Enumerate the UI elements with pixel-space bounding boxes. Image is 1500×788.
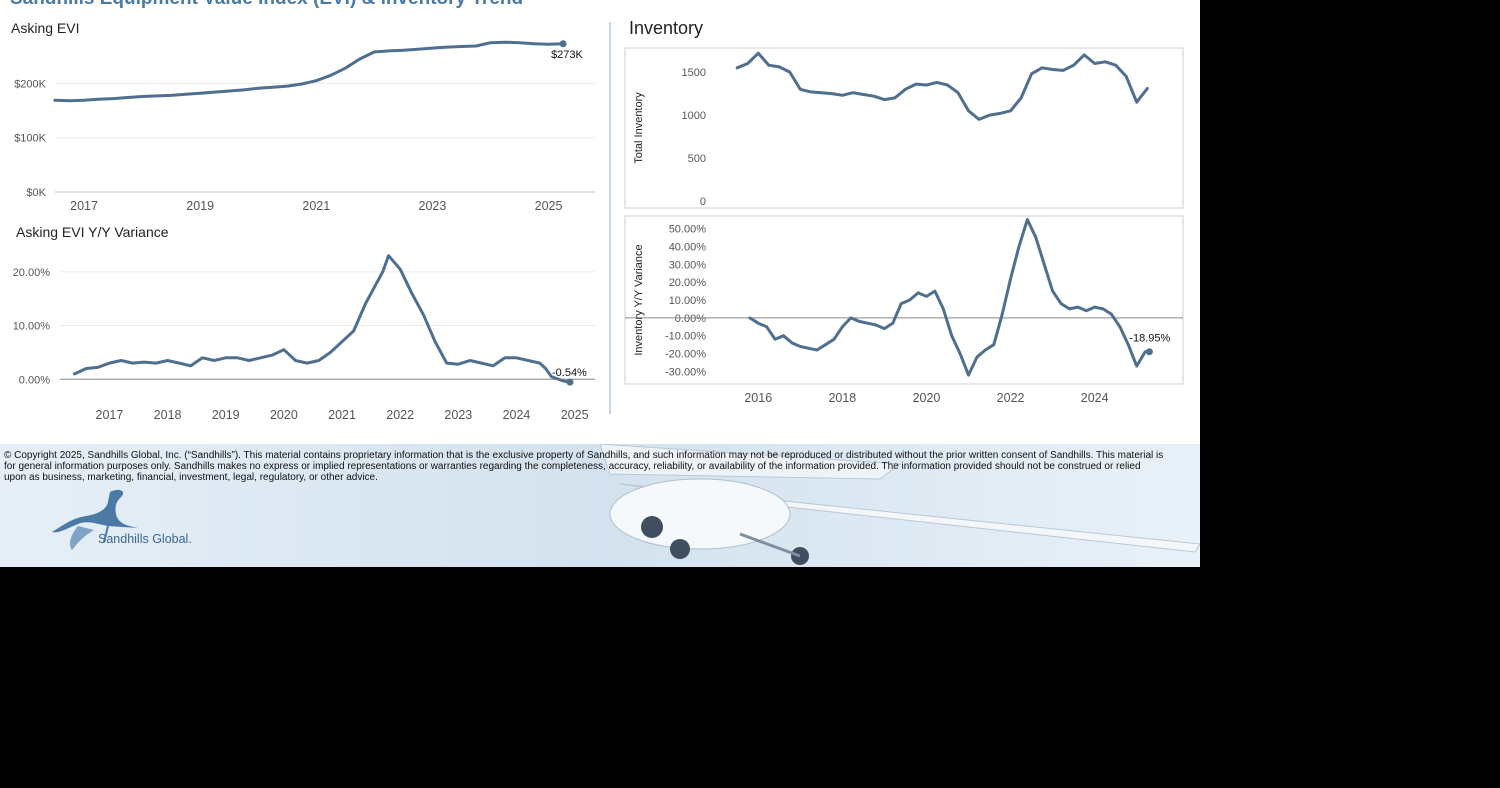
y-tick-label: 40.00% <box>669 241 707 253</box>
y-axis-title: Inventory Y/Y Variance <box>633 244 645 355</box>
end-value-label: -18.95% <box>1129 333 1170 345</box>
end-point-marker <box>566 378 574 386</box>
asking-evi-yy-title: Asking EVI Y/Y Variance <box>16 224 169 240</box>
end-value-label: $273K <box>551 49 583 61</box>
total-inventory-chart: 0 500 1000 1500 Total Inventory <box>624 47 1184 209</box>
y-tick-label: $0K <box>26 187 46 199</box>
plot-frame <box>624 215 1184 385</box>
inventory-title: Inventory <box>629 18 704 38</box>
y-tick-label: 20.00% <box>669 277 707 289</box>
x-tick-label: 2017 <box>96 408 124 422</box>
x-tick-label: 2024 <box>503 408 531 422</box>
y-tick-label: 1500 <box>682 67 706 79</box>
x-tick-label: 2018 <box>828 391 856 405</box>
y-tick-label: 10.00% <box>669 295 707 307</box>
x-tick-label: 2020 <box>270 408 298 422</box>
y-tick-label: 0.00% <box>19 374 50 386</box>
x-tick-label: 2025 <box>561 408 589 422</box>
end-value-label: -0.54% <box>552 367 587 379</box>
y-tick-label: 500 <box>688 153 706 165</box>
x-tick-label: 2024 <box>1081 391 1109 405</box>
y-axis-title: Total Inventory <box>633 92 645 164</box>
asking-evi-yy-chart: 0.00% 10.00% 20.00% 2017 2018 2019 2020 2021 202… <box>13 254 595 422</box>
asking-evi-chart: $0K $100K $200K 2017 2019 2021 2023 2025 $273K <box>14 40 595 213</box>
y-tick-label: $200K <box>14 78 46 90</box>
x-tick-label: 2021 <box>302 199 330 213</box>
report-canvas: Sandhills Equipment Value Index (EVI) & … <box>0 0 1200 567</box>
y-tick-label: 1000 <box>682 110 706 122</box>
x-tick-label: 2021 <box>328 408 356 422</box>
end-point-marker <box>559 40 567 48</box>
y-tick-label: 10.00% <box>13 321 51 333</box>
x-tick-label: 2019 <box>212 408 240 422</box>
x-tick-label: 2016 <box>744 391 772 405</box>
plot-frame <box>624 47 1184 209</box>
footer-banner: © Copyright 2025, Sandhills Global, Inc.… <box>0 444 1200 567</box>
airplane-photo-icon <box>0 444 1200 567</box>
page-title: Sandhills Equipment Value Index (EVI) & … <box>10 0 523 10</box>
y-tick-label: 0 <box>700 196 706 208</box>
inventory-yy-chart: -30.00% -20.00% -10.00% 0.00% 10.00% 20.00% 30… <box>624 215 1184 405</box>
x-tick-label: 2025 <box>535 199 563 213</box>
x-tick-label: 2020 <box>913 391 941 405</box>
y-tick-label: -20.00% <box>665 349 706 361</box>
y-tick-label: 0.00% <box>675 313 706 325</box>
y-tick-label: 20.00% <box>13 267 51 279</box>
series-line <box>73 254 572 384</box>
asking-evi-title: Asking EVI <box>11 20 80 36</box>
y-tick-label: 50.00% <box>669 224 707 236</box>
logo-text: Sandhills Global. <box>98 532 192 546</box>
crane-bird-logo-icon <box>52 489 138 550</box>
y-tick-label: -30.00% <box>665 366 706 378</box>
x-tick-label: 2022 <box>386 408 414 422</box>
panel-divider <box>609 22 611 414</box>
copyright-text: © Copyright 2025, Sandhills Global, Inc.… <box>4 450 1164 483</box>
x-tick-label: 2022 <box>997 391 1025 405</box>
x-tick-label: 2023 <box>419 199 447 213</box>
y-tick-label: 30.00% <box>669 259 707 271</box>
x-tick-label: 2017 <box>70 199 98 213</box>
y-tick-label: -10.00% <box>665 331 706 343</box>
series-line <box>53 40 565 103</box>
y-tick-label: $100K <box>14 133 46 145</box>
x-tick-label: 2019 <box>186 199 214 213</box>
x-tick-label: 2023 <box>444 408 472 422</box>
series-line <box>748 218 1151 377</box>
x-tick-label: 2018 <box>154 408 182 422</box>
series-line <box>735 51 1149 121</box>
end-point-marker <box>1145 348 1153 356</box>
